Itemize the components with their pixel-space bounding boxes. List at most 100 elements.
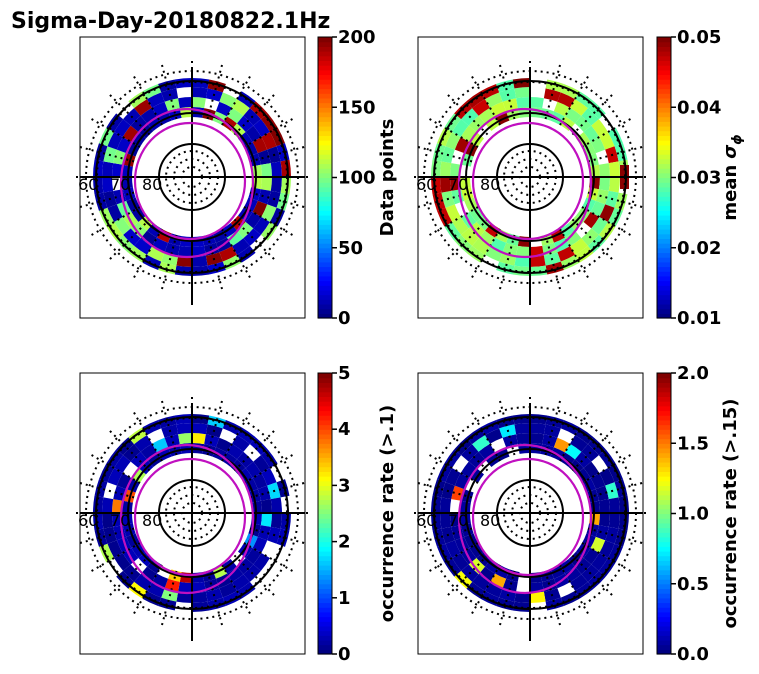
- heat-cell: [270, 177, 282, 193]
- colorbar-tick-label: 0.05: [677, 27, 721, 48]
- colorbar-segment: [657, 257, 671, 263]
- heat-cell: [502, 98, 518, 112]
- latitude-rings: [418, 67, 643, 305]
- colorbar-segment: [657, 46, 671, 52]
- heat-cell: [468, 115, 485, 132]
- auroral-oval: [457, 107, 593, 259]
- colorbar-segment: [657, 158, 671, 165]
- colorbar-segment: [318, 621, 332, 627]
- colorbar-segment: [657, 182, 671, 188]
- colorbar-segment: [657, 55, 671, 62]
- heat-cell: [440, 161, 452, 177]
- colorbar-tick-label: 3: [338, 475, 351, 496]
- colorbar-segment: [318, 607, 332, 613]
- grid-spoke: [107, 428, 151, 472]
- heat-cell: [557, 246, 575, 262]
- colorbar-segment: [657, 93, 671, 99]
- colorbar-segment: [657, 116, 671, 122]
- heat-cell: [232, 574, 250, 591]
- colorbar-segment: [318, 447, 332, 454]
- heat-cell: [516, 432, 530, 445]
- grid-spoke: [559, 564, 590, 616]
- colorbar-segment: [318, 74, 332, 80]
- colorbar-segment: [657, 555, 671, 561]
- colorbar-segment: [657, 210, 671, 216]
- colorbar: 0 50 100 150 200 Data points: [317, 27, 398, 329]
- grid-spoke: [470, 410, 501, 462]
- colorbar-segment: [657, 261, 671, 268]
- colorbar-segment: [318, 635, 332, 641]
- heat-cell: [583, 125, 600, 142]
- colorbar-tick-label: 0.01: [677, 308, 721, 329]
- heat-cell: [237, 451, 254, 468]
- colorbar-segment: [318, 313, 332, 319]
- colorbar-segment: [657, 111, 671, 118]
- grid-spoke: [587, 481, 645, 499]
- grid-spoke: [249, 191, 307, 209]
- colorbar-segment: [318, 466, 332, 472]
- heat-cell: [502, 578, 518, 592]
- heat-cell: [178, 245, 192, 258]
- colorbar-segment: [318, 252, 332, 258]
- colorbar-segment: [318, 243, 332, 249]
- oval-boundary: [133, 457, 247, 577]
- heat-cell: [565, 566, 582, 583]
- heat-cell: [102, 497, 114, 513]
- colorbar-tick-label: 2.0: [677, 363, 709, 384]
- colorbar-segment: [657, 60, 671, 66]
- grid-spoke: [249, 145, 307, 163]
- heat-cell: [485, 428, 503, 444]
- grid-spoke: [233, 428, 277, 472]
- oval-boundary: [457, 107, 593, 259]
- colorbar-segment: [318, 513, 332, 519]
- colorbar-segment: [318, 41, 332, 47]
- colorbar-segment: [657, 303, 671, 310]
- colorbar-segment: [657, 461, 671, 468]
- grid-spoke: [427, 453, 479, 484]
- colorbar-tick-label: 5: [338, 363, 351, 384]
- colorbar-label: mean σϕ: [720, 134, 745, 220]
- colorbar-segment: [657, 630, 671, 636]
- colorbar-segment: [657, 83, 671, 90]
- heat-cell: [476, 551, 492, 567]
- grid-spoke: [221, 74, 252, 126]
- colorbar-segment: [657, 621, 671, 627]
- colorbar-segment: [657, 433, 671, 440]
- grid-spoke: [206, 570, 224, 628]
- colorbar-segment: [318, 419, 332, 426]
- grid-spoke: [544, 570, 562, 628]
- colorbar-segment: [657, 373, 671, 379]
- grid-spoke: [427, 542, 479, 573]
- colorbar-segment: [657, 294, 671, 300]
- heatmap-cells: [431, 414, 630, 613]
- heat-cell: [587, 570, 606, 589]
- colorbar-segment: [318, 410, 332, 416]
- colorbar-segment: [318, 644, 332, 650]
- colorbar-segment: [657, 504, 671, 510]
- colorbar-segment: [318, 102, 332, 108]
- colorbar-segment: [657, 51, 671, 57]
- colorbar-segment: [318, 461, 332, 468]
- heat-cell: [598, 499, 611, 513]
- grid-spoke: [89, 117, 141, 148]
- grid-spoke: [445, 218, 489, 262]
- oval-boundary: [471, 121, 585, 241]
- heat-cell: [232, 435, 250, 452]
- lat-label: 70: [110, 175, 130, 194]
- colorbar-frame: [317, 372, 333, 655]
- heat-cell: [192, 96, 206, 109]
- colorbar-segment: [318, 401, 332, 407]
- colorbar-segment: [657, 597, 671, 604]
- colorbar-segment: [318, 387, 332, 393]
- grid-spoke: [160, 570, 178, 628]
- colorbar-segment: [657, 499, 671, 505]
- heat-cell: [468, 558, 485, 575]
- colorbar-segment: [657, 607, 671, 613]
- colorbar-segment: [318, 69, 332, 76]
- heat-cell: [478, 566, 495, 583]
- heat-cell: [472, 574, 490, 591]
- grid-spoke: [559, 228, 590, 280]
- heat-cell: [445, 204, 461, 222]
- colorbar-segment: [318, 158, 332, 165]
- lat-label: 70: [448, 175, 468, 194]
